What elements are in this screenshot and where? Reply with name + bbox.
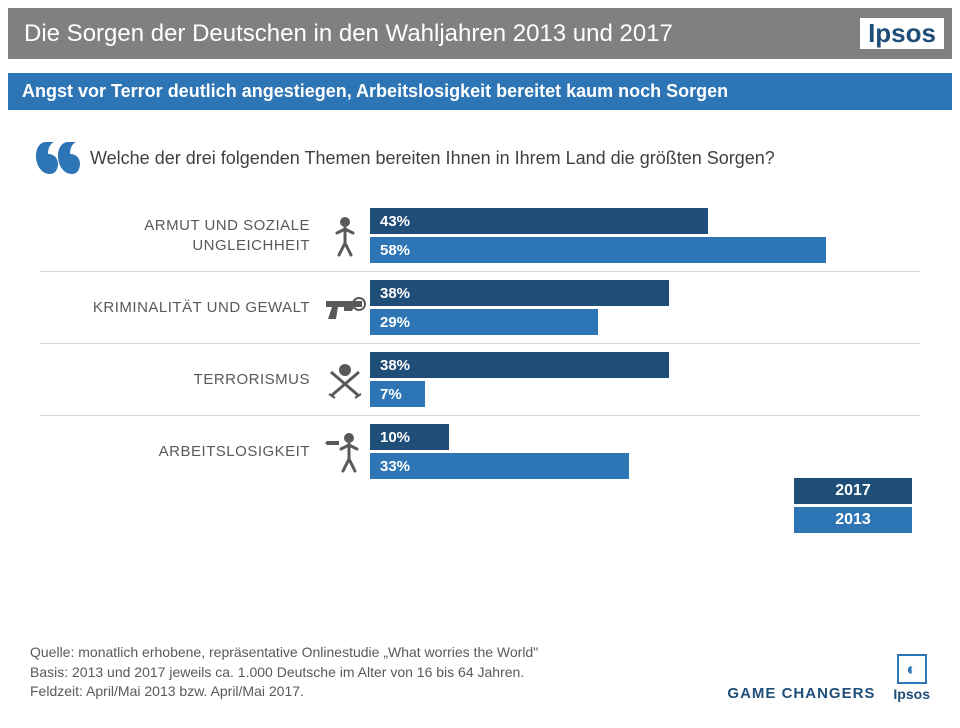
bar-2017: 38% [370,280,669,306]
terror-icon [320,352,370,407]
legend-item-2017: 2017 [794,478,912,504]
bar-2017: 10% [370,424,449,450]
brand-name: Ipsos [893,686,930,702]
tagline: GAME CHANGERS [727,685,875,702]
row-label: ARMUT UND SOZIALE UNGLEICHHEIT [40,208,320,263]
bar-2017: 43% [370,208,708,234]
bars-group: 38%7% [370,352,920,407]
chart-row: ARMUT UND SOZIALE UNGLEICHHEIT43%58% [40,200,920,272]
footer: Quelle: monatlich erhobene, repräsentati… [30,643,930,702]
chart-row: KRIMINALITÄT UND GEWALT38%29% [40,272,920,344]
gun-icon [320,280,370,335]
bars-group: 10%33% [370,424,920,479]
unemployed-icon [320,424,370,479]
row-label: TERRORISMUS [40,352,320,407]
brand-logo-bottom: ◐ Ipsos [893,654,930,702]
person-icon [320,208,370,263]
row-label: ARBEITSLOSIGKEIT [40,424,320,479]
subheader-bar: Angst vor Terror deutlich angestiegen, A… [8,73,952,110]
brand-logo-top: Ipsos [860,18,944,49]
bar-2017: 38% [370,352,669,378]
legend: 2017 2013 [794,478,912,536]
bar-2013: 33% [370,453,629,479]
bar-2013: 7% [370,381,425,407]
bar-chart: ARMUT UND SOZIALE UNGLEICHHEIT43%58%KRIM… [40,200,920,487]
header-bar: Die Sorgen der Deutschen in den Wahljahr… [8,8,952,59]
subheader-text: Angst vor Terror deutlich angestiegen, A… [22,81,728,101]
chart-row: ARBEITSLOSIGKEIT10%33% [40,416,920,487]
legend-item-2013: 2013 [794,507,912,533]
row-label: KRIMINALITÄT UND GEWALT [40,280,320,335]
bars-group: 38%29% [370,280,920,335]
bar-2013: 29% [370,309,598,335]
bar-2013: 58% [370,237,826,263]
question-row: Welche der drei folgenden Themen bereite… [36,138,930,178]
footer-right: GAME CHANGERS ◐ Ipsos [727,654,930,702]
chart-row: TERRORISMUS38%7% [40,344,920,416]
logo-mark-icon: ◐ [897,654,927,684]
bars-group: 43%58% [370,208,920,263]
quote-icon [36,138,80,178]
question-text: Welche der drei folgenden Themen bereite… [90,148,775,169]
header-title: Die Sorgen der Deutschen in den Wahljahr… [24,20,673,48]
